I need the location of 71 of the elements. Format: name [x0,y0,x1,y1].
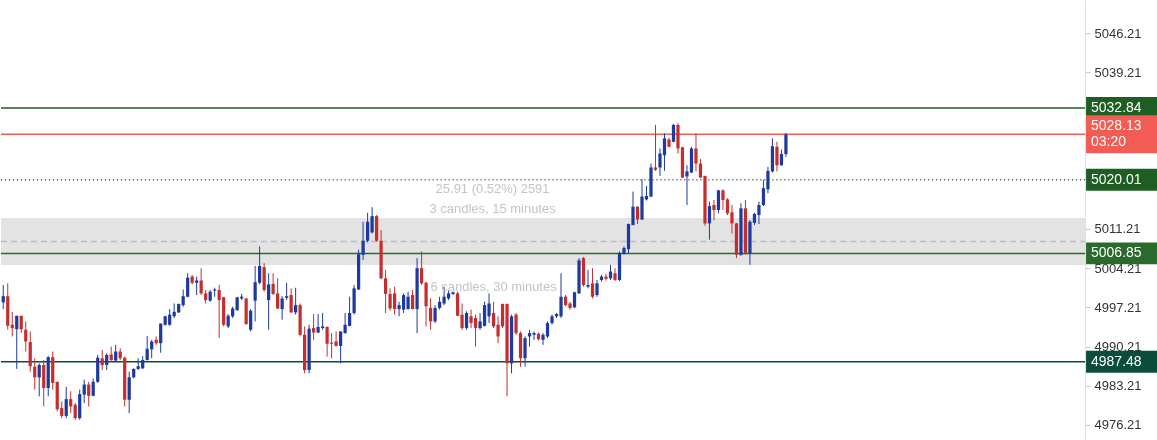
candlestick [365,212,370,243]
candlestick [388,287,392,312]
candlestick [419,250,424,286]
y-tick-label: 5039.21 [1094,64,1142,80]
candlestick [640,178,644,221]
ref-line-label: 4987.48 [1091,352,1142,369]
candlestick [87,381,91,407]
candlestick [428,297,433,331]
ref-line-label: 5032.84 [1091,98,1142,115]
annotation: 3 candles, 15 minutes [429,201,557,217]
annotation: 6 candles, 30 minutes [430,278,558,294]
candlestick [662,132,667,172]
candlestick [262,262,266,293]
candlestick [1,284,5,310]
candlestick [469,309,473,329]
candlestick [312,313,316,341]
candlestick [325,325,329,358]
y-tick-label: 5004.21 [1094,260,1142,276]
candlestick [532,330,536,341]
candlestick [707,201,712,241]
candlestick [24,320,28,353]
candlestick [289,287,293,314]
candlestick [253,265,257,322]
candlestick [694,132,698,172]
candlestick [653,124,658,172]
annotation: 25.91 (0.52%) 2591 [435,181,550,197]
candlestick [383,269,388,314]
candlestick [64,386,68,419]
candlestick [712,199,716,221]
candlestick [410,289,415,311]
candlestick [42,359,46,407]
candlestick [334,330,338,348]
candlestick [249,308,253,332]
candlestick [784,132,788,158]
ref-line-label: 5028.13 03:20 [1091,117,1142,150]
candlestick [392,286,397,316]
candlestick [473,314,478,348]
candlestick [267,272,271,331]
candlestick [100,349,104,371]
candlestick [586,269,590,289]
candlestick [217,284,221,339]
y-tick-label: 4976.21 [1094,417,1142,433]
ref-line-label: 5006.85 [1091,244,1142,261]
candlestick [482,301,487,327]
candlestick [276,277,280,310]
candlestick [159,323,163,354]
candlestick [37,362,41,397]
candlestick [757,201,761,225]
candlestick [82,379,86,404]
candlestick [280,295,284,321]
candlestick [424,281,428,327]
ref-line-label: 5020.01 [1091,170,1142,187]
y-tick-label: 4983.21 [1094,378,1142,394]
candlestick [721,188,725,211]
candlestick [775,141,779,172]
candlestick [15,315,19,370]
candlestick [604,273,608,282]
y-tick-label: 4990.21 [1094,338,1142,354]
y-tick-label: 4997.21 [1094,299,1142,315]
candlestick [145,335,149,362]
y-tick-label: 5046.21 [1094,25,1142,41]
candlestick [613,267,617,282]
candlestick [401,292,406,314]
candlestick [514,312,518,336]
candlestick [590,267,595,299]
y-tick-label: 5011.21 [1094,221,1141,237]
candlestick [127,371,131,414]
candlestick [523,335,527,368]
candlestick [559,272,563,319]
candlestick [464,310,469,331]
candlestick [487,292,491,324]
